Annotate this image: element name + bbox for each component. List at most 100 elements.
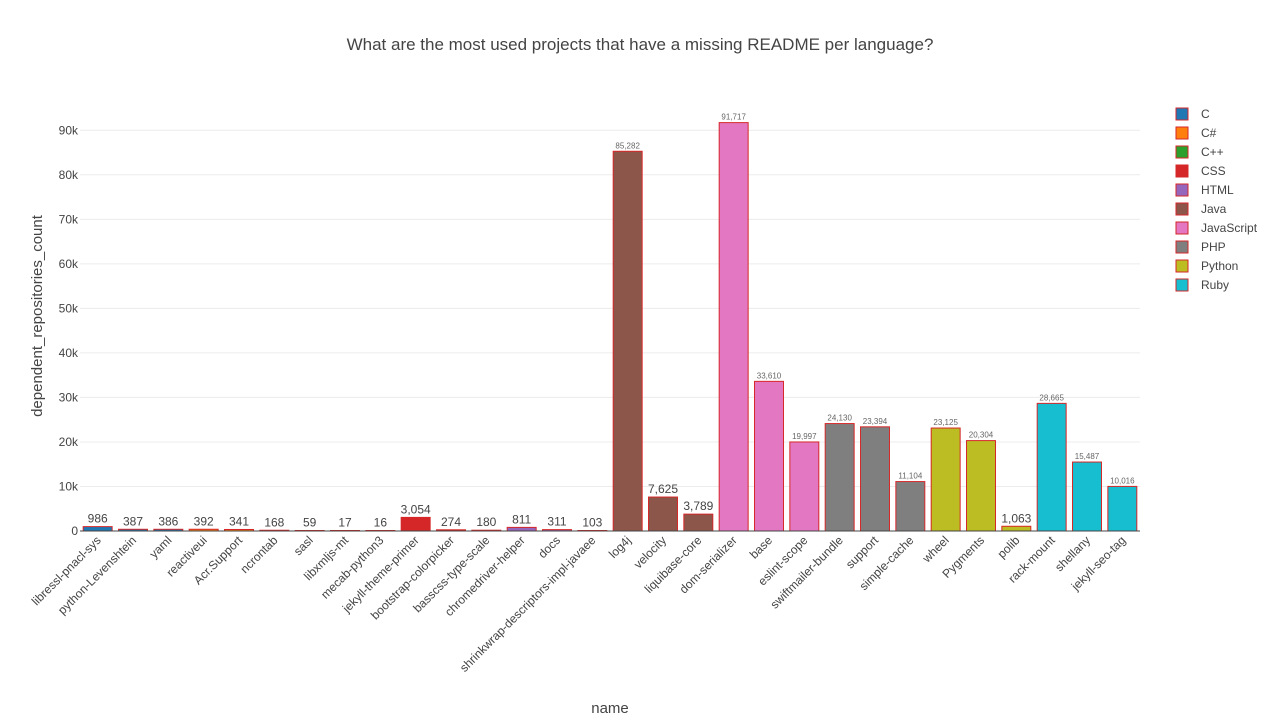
legend-label: C (1201, 107, 1210, 121)
value-label: 274 (441, 515, 461, 529)
bar-eslint-scope[interactable] (789, 441, 820, 532)
legend-swatch (1175, 278, 1189, 292)
bar-log4j[interactable] (612, 150, 643, 532)
legend-label: C# (1201, 126, 1217, 140)
x-axis-title: name (591, 700, 629, 717)
y-tick-label: 70k (59, 212, 79, 226)
y-tick-label: 40k (59, 346, 79, 360)
bar-support[interactable] (860, 426, 890, 532)
bars (82, 122, 1138, 532)
x-tick-label: wheel (919, 533, 952, 566)
legend-swatch (1175, 145, 1189, 159)
gridlines (80, 129, 1140, 487)
legend-item[interactable]: C# (1175, 126, 1217, 140)
x-tick-label: sasl (291, 533, 316, 558)
bar-dom-serializer[interactable] (718, 122, 749, 532)
bar-shellany[interactable] (1072, 461, 1102, 532)
bar-polib[interactable] (1001, 525, 1032, 532)
chart-title: What are the most used projects that hav… (347, 35, 934, 54)
value-label: 1,063 (1001, 511, 1031, 525)
legend-item[interactable]: JavaScript (1175, 221, 1258, 235)
value-label: 986 (88, 512, 108, 526)
bar-velocity[interactable] (648, 496, 678, 532)
y-tick-label: 30k (59, 390, 79, 404)
legend-label: JavaScript (1201, 221, 1258, 235)
legend-item[interactable]: Python (1175, 259, 1238, 273)
value-label: 3,789 (683, 499, 713, 513)
legend[interactable]: C C# C++ CSS HTML Java JavaScript PHP Python Ruby (1175, 107, 1258, 292)
x-tick-label: ncrontab (238, 533, 281, 576)
bar-base[interactable] (754, 380, 784, 532)
legend-swatch (1175, 164, 1189, 178)
bar-libressl-pnacl-sys[interactable] (82, 526, 113, 532)
value-label: 24,130 (827, 414, 852, 423)
y-tick-label: 10k (59, 479, 79, 493)
legend-item[interactable]: Java (1175, 202, 1227, 216)
legend-item[interactable]: C++ (1175, 145, 1224, 159)
value-label: 23,394 (863, 417, 888, 426)
value-label: 10,016 (1110, 476, 1135, 485)
legend-swatch (1175, 240, 1189, 254)
y-tick-label: 80k (59, 168, 79, 182)
legend-swatch (1175, 107, 1189, 121)
value-label: 91,717 (721, 113, 746, 122)
y-tick-label: 20k (59, 435, 79, 449)
legend-label: CSS (1201, 164, 1226, 178)
bar-chromedriver-helper[interactable] (506, 526, 537, 532)
value-labels: 986 387 386 392 341 168 59 17 16 3,054 274 180 811 31… (88, 113, 1135, 530)
x-tick-label: mecab-python3 (318, 533, 387, 602)
legend-label: C++ (1201, 145, 1224, 159)
value-label: 387 (123, 514, 143, 528)
value-label: 168 (264, 515, 284, 529)
bar-jekyll-theme-primer[interactable] (400, 516, 431, 532)
bar-swiftmailer-bundle[interactable] (824, 423, 855, 532)
x-tick-label: docs (535, 533, 563, 561)
value-label: 59 (303, 516, 317, 530)
bar-Pygments[interactable] (966, 440, 996, 532)
legend-swatch (1175, 202, 1189, 216)
legend-swatch (1175, 183, 1189, 197)
y-tick-label: 90k (59, 123, 79, 137)
legend-item[interactable]: HTML (1175, 183, 1234, 197)
value-label: 386 (158, 514, 178, 528)
y-tick-label: 60k (59, 257, 79, 271)
bar-simple-cache[interactable] (895, 481, 926, 532)
value-label: 33,610 (757, 371, 782, 380)
value-label: 103 (582, 516, 602, 530)
legend-label: Ruby (1201, 278, 1229, 292)
x-tick-label: log4j (606, 533, 634, 561)
legend-item[interactable]: C (1175, 107, 1210, 121)
value-label: 311 (547, 515, 566, 529)
bar-wheel[interactable] (930, 427, 961, 532)
y-axis-title: dependent_repositories_count (29, 214, 46, 417)
value-label: 20,304 (969, 431, 994, 440)
value-label: 7,625 (648, 482, 678, 496)
bar-jekyll-seo-tag[interactable] (1107, 485, 1138, 532)
bar-rack-mount[interactable] (1036, 402, 1067, 532)
value-label: 23,125 (933, 418, 958, 427)
legend-swatch (1175, 221, 1189, 235)
x-tick-label: base (747, 533, 776, 562)
legend-label: Java (1201, 202, 1227, 216)
value-label: 3,054 (401, 502, 431, 516)
value-label: 392 (194, 514, 214, 528)
value-label: 28,665 (1039, 393, 1064, 402)
legend-label: Python (1201, 259, 1238, 273)
x-tick-label: polib (995, 533, 1023, 561)
value-label: 180 (476, 515, 496, 529)
legend-swatch (1175, 126, 1189, 140)
value-label: 85,282 (615, 141, 640, 150)
value-label: 19,997 (792, 432, 817, 441)
legend-item[interactable]: CSS (1175, 164, 1226, 178)
bar-liquibase-core[interactable] (683, 513, 714, 532)
legend-item[interactable]: Ruby (1175, 278, 1229, 292)
y-axis-ticks: 0 10k 20k 30k 40k 50k 60k 70k 80k 90k (59, 123, 79, 538)
value-label: 15,487 (1075, 452, 1100, 461)
x-tick-label: yaml (147, 533, 175, 561)
y-tick-label: 0 (71, 524, 78, 538)
value-label: 17 (338, 516, 352, 530)
value-label: 811 (512, 512, 531, 526)
legend-item[interactable]: PHP (1175, 240, 1226, 254)
